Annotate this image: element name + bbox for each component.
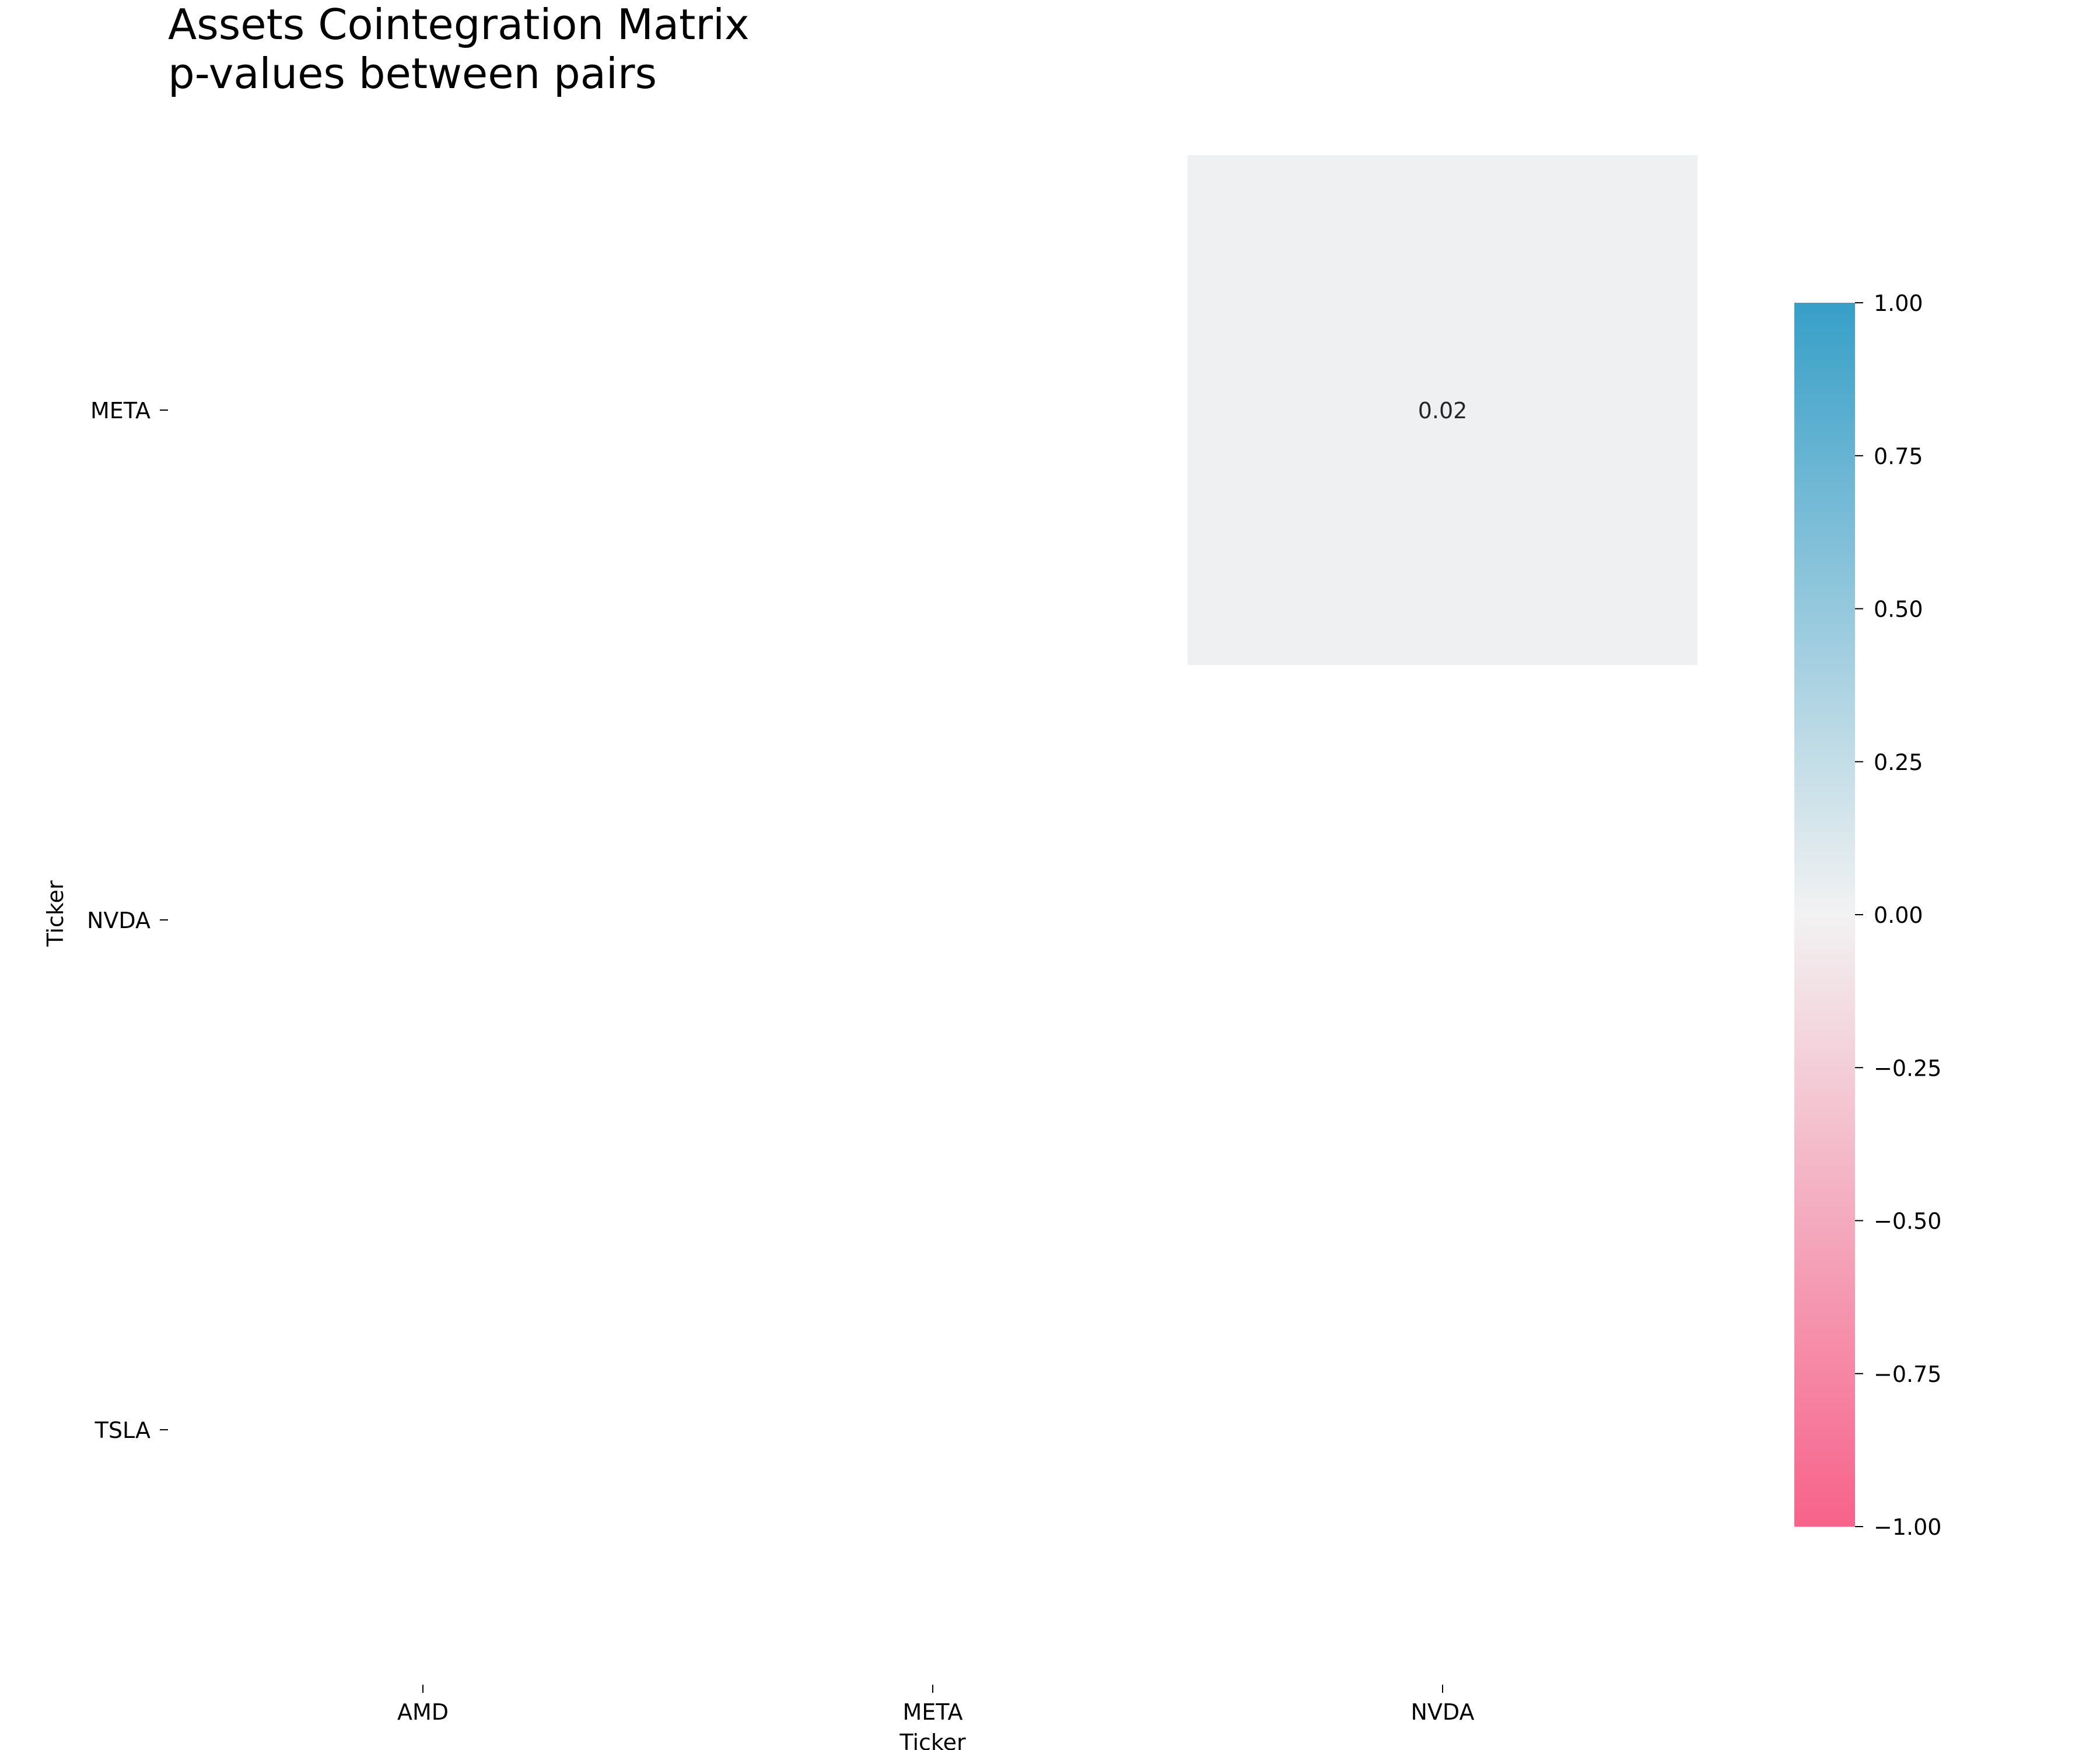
y-tick-label-meta: META bbox=[90, 398, 150, 424]
heatmap-cell-labels: 0.02 bbox=[1418, 398, 1468, 424]
chart-subtitle: p-values between pairs bbox=[168, 49, 657, 98]
x-tick-label-amd: AMD bbox=[397, 1699, 449, 1725]
y-axis: META NVDA TSLA bbox=[87, 398, 168, 1443]
y-tick-label-tsla: TSLA bbox=[94, 1418, 150, 1443]
chart-title-block: Assets Cointegration Matrix p-values bet… bbox=[168, 0, 750, 98]
x-axis-label: Ticker bbox=[899, 1730, 966, 1750]
x-tick-label-meta: META bbox=[902, 1699, 963, 1725]
y-axis-label: Ticker bbox=[43, 880, 68, 947]
heatmap-cells bbox=[1188, 155, 1698, 665]
chart-title: Assets Cointegration Matrix bbox=[168, 0, 750, 49]
heatmap-cell-meta-nvda bbox=[1188, 155, 1698, 665]
x-tick-label-nvda: NVDA bbox=[1410, 1699, 1474, 1725]
x-axis: AMD META NVDA bbox=[397, 1685, 1475, 1725]
y-tick-label-nvda: NVDA bbox=[87, 908, 150, 933]
heatmap-cell-label: 0.02 bbox=[1418, 398, 1468, 424]
